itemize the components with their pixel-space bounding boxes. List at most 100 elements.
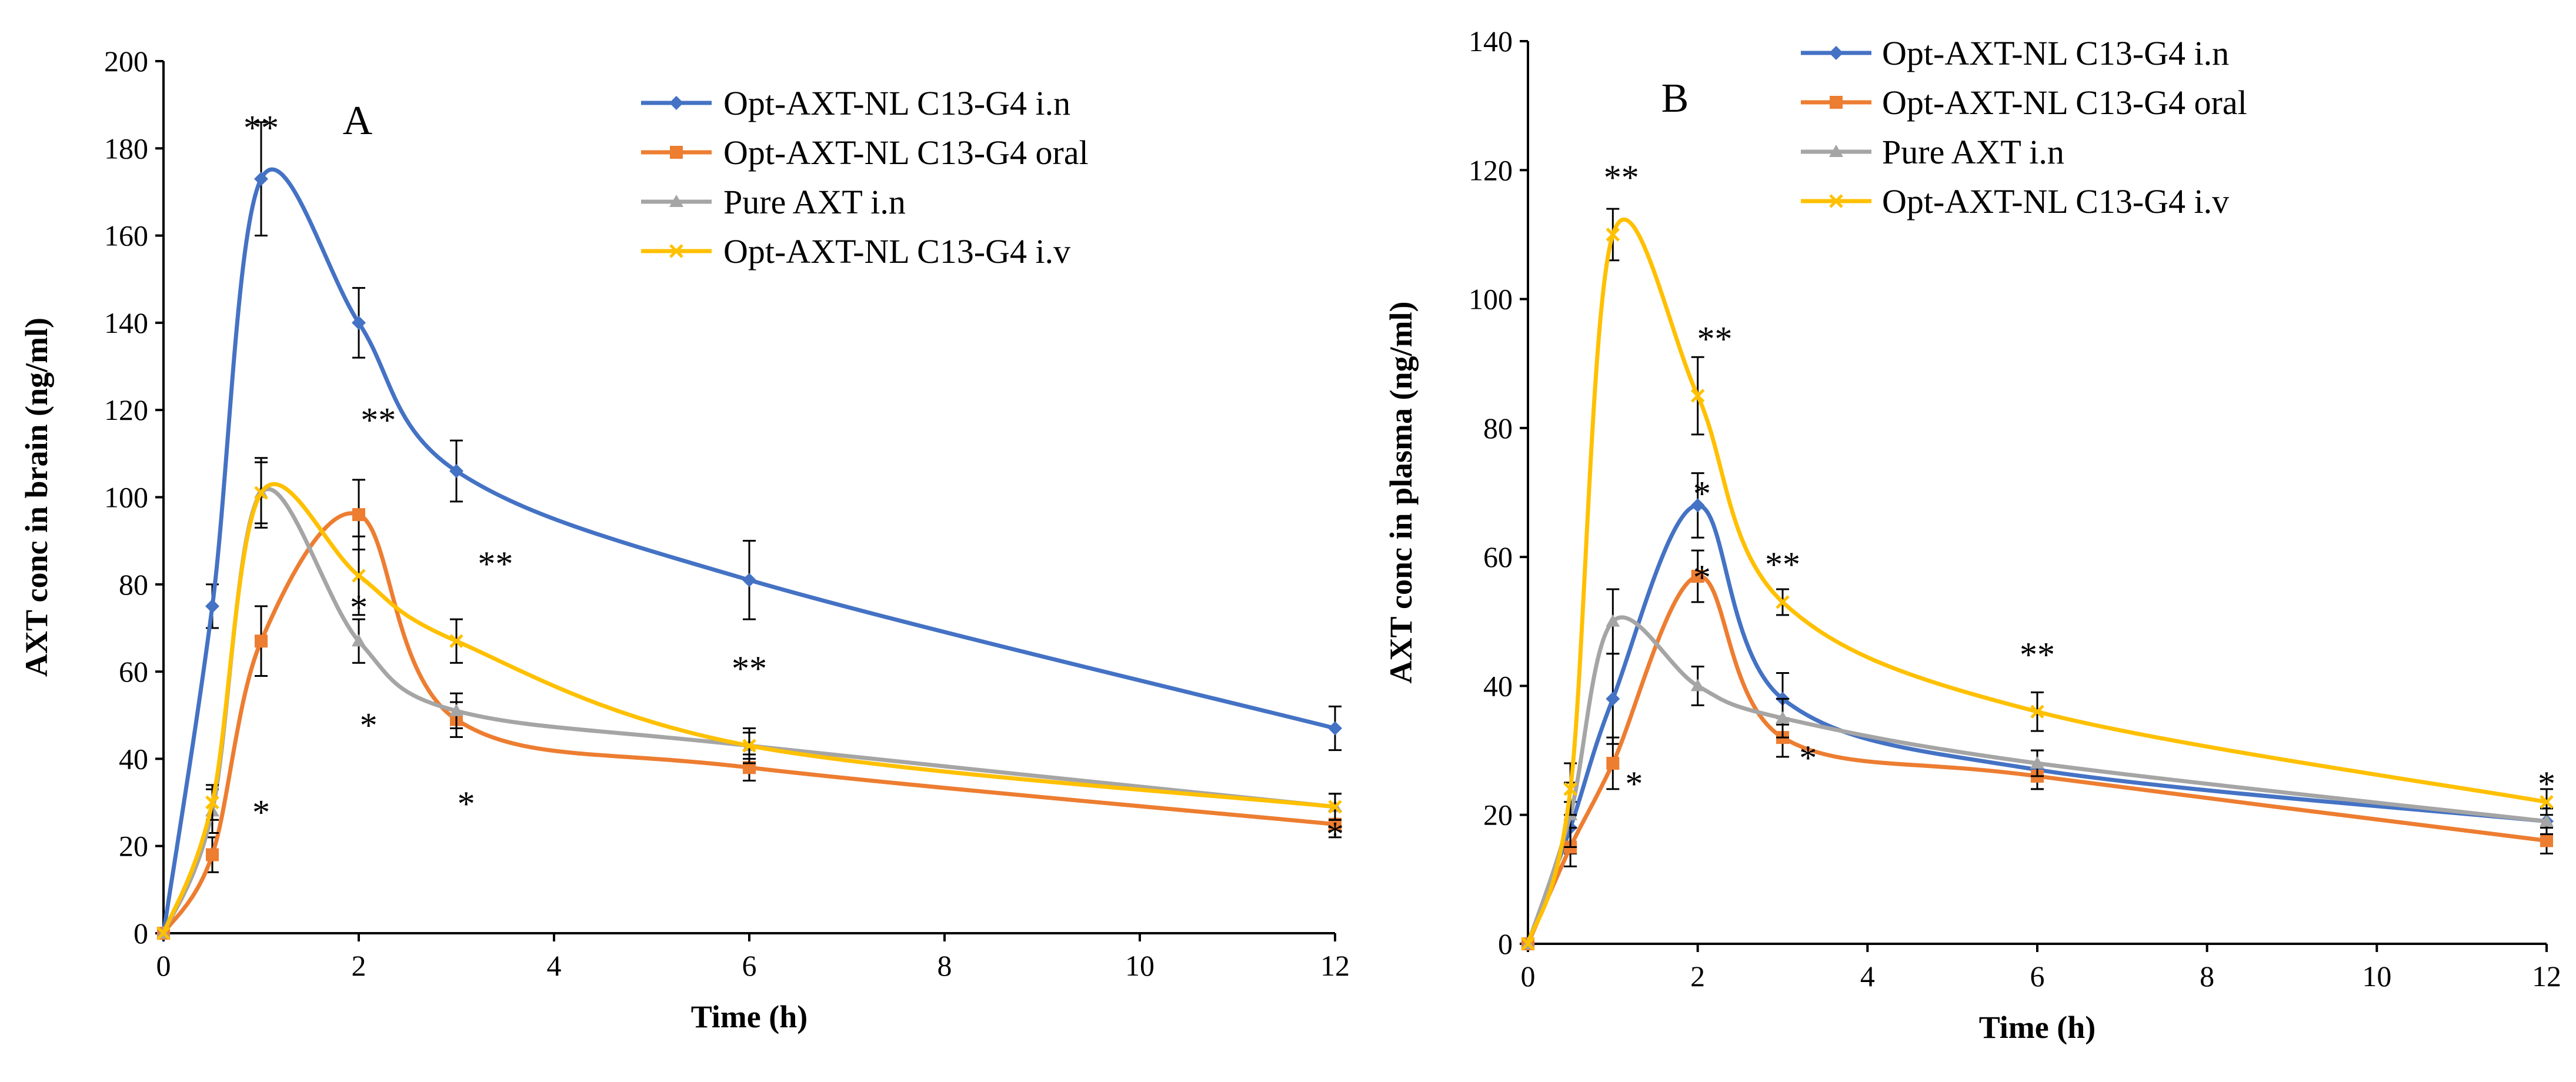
x-tick-label: 2 [1690,960,1705,993]
data-point [1328,721,1342,736]
x-tick-label: 10 [2362,960,2391,993]
y-tick-label: 60 [119,655,148,688]
y-tick-label: 200 [104,45,148,78]
data-point [743,761,756,774]
legend-marker [1829,46,1843,60]
data-point [1329,817,1342,831]
y-axis-title: AXT conc in brain (ng/ml) [19,318,54,677]
data-point [205,795,219,810]
significance-marker: * [1693,474,1711,513]
data-point [449,464,463,479]
panel-letter: B [1661,76,1689,121]
legend-marker [670,146,683,159]
significance-marker: * [252,793,270,832]
series-line [1526,217,2547,944]
data-point [1328,800,1342,814]
series-line [1526,574,2547,945]
y-tick-label: 180 [104,132,148,165]
panel-letter: A [343,98,373,143]
significance-marker: ** [243,108,279,147]
significance-marker: ** [732,649,767,688]
x-tick-label: 8 [2200,960,2214,993]
legend-marker [669,96,683,110]
legend: Opt-AXT-NL C13-G4 i.n Opt-AXT-NL C13-G4 o… [641,84,1089,270]
y-tick-label: 160 [104,219,148,252]
data-point [449,634,463,648]
significance-marker: ** [2020,636,2055,674]
legend-label: Pure AXT i.n [1882,133,2064,171]
chart-panel-a: 0 20 40 60 80 100 120 140 160 180 200 0 2 4 6 8 10 12 Time… [19,45,1350,1034]
data-point [1690,498,1705,513]
y-tick-label: 120 [104,393,148,426]
legend-item: Pure AXT i.n [641,183,906,221]
x-tick-label: 0 [156,949,171,982]
data-point [742,573,756,587]
significance-marker: * [360,706,378,744]
legend-item: Opt-AXT-NL C13-G4 i.n [641,84,1070,122]
data-point [255,634,268,648]
y-tick-label: 20 [119,830,148,863]
x-axis-title: Time (h) [1979,1010,2096,1045]
significance-marker: * [1326,815,1344,854]
legend: Opt-AXT-NL C13-G4 i.n Opt-AXT-NL C13-G4 o… [1801,34,2247,221]
y-tick-label: 140 [1469,25,1513,58]
legend-label: Opt-AXT-NL C13-G4 i.n [1882,34,2229,72]
significance-marker: ** [1765,545,1800,584]
data-point [254,486,268,500]
significance-marker: * [2538,764,2555,803]
data-point [1690,679,1705,692]
y-tick-label: 80 [119,568,148,601]
legend-marker [1830,96,1843,109]
legend-label: Pure AXT i.n [723,183,906,221]
x-tick-label: 4 [547,949,562,982]
data-point [254,172,268,186]
y-tick-label: 0 [134,917,148,950]
data-point [449,703,463,716]
significance-marker: ** [478,545,513,583]
data-point [1606,614,1620,627]
data-point [1606,692,1620,706]
data-point [2540,814,2554,827]
x-tick-label: 6 [742,949,757,982]
data-point [2030,756,2044,769]
data-point [205,599,219,613]
data-point [1606,757,1620,770]
data-point [742,739,756,753]
y-tick-label: 20 [1483,799,1513,831]
legend-label: Opt-AXT-NL C13-G4 i.n [723,84,1070,122]
data-point [352,569,366,583]
series-1 [156,121,1342,940]
legend-item: Opt-AXT-NL C13-G4 i.v [641,232,1070,270]
legend-item: Opt-AXT-NL C13-G4 i.n [1801,34,2229,72]
x-tick-label: 8 [937,949,952,982]
legend-label: Opt-AXT-NL C13-G4 i.v [723,232,1070,270]
x-tick-label: 6 [2030,960,2045,993]
y-axis-title: AXT conc in plasma (ng/ml) [1383,301,1419,683]
y-tick-label: 80 [1483,412,1513,445]
significance-marker: * [1693,558,1711,597]
data-point [1776,711,1790,724]
chart-panel-b: 0 20 40 60 80 100 120 140 0 2 4 6 8 10 12 Time (h) AXT c… [1383,25,2561,1045]
data-point [1606,228,1620,242]
x-tick-label: 12 [1320,949,1350,982]
y-tick-label: 140 [104,306,148,339]
data-point [352,315,366,330]
series-line [161,482,1336,934]
x-axis-title: Time (h) [691,999,808,1034]
series-line [1526,503,2547,945]
legend-item: Opt-AXT-NL C13-G4 oral [641,133,1089,172]
data-point [352,634,366,647]
x-tick-label: 12 [2532,960,2561,993]
legend-marker [669,195,683,207]
data-point [156,926,171,940]
data-point [1776,595,1790,609]
significance-marker: * [350,588,368,627]
y-tick-label: 40 [1483,669,1513,702]
series-4 [1521,208,2554,951]
y-tick-label: 40 [119,742,148,775]
y-tick-label: 100 [104,481,148,514]
legend-marker [1829,145,1843,157]
legend-marker [669,244,683,258]
significance-marker: ** [1604,158,1639,197]
